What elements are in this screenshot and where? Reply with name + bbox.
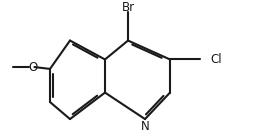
Text: O: O bbox=[28, 61, 37, 74]
Text: Cl: Cl bbox=[210, 53, 222, 66]
Text: Br: Br bbox=[122, 1, 135, 14]
Text: N: N bbox=[141, 120, 149, 133]
